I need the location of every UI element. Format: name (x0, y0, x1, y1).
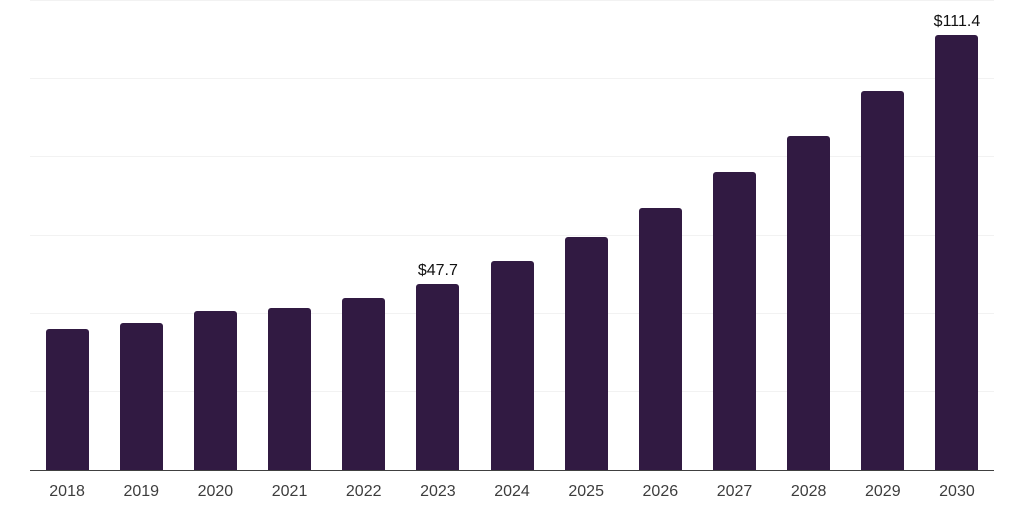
bar-2026[interactable] (638, 208, 682, 470)
bar-2019[interactable] (119, 322, 163, 470)
x-tick-label-2021: 2021 (271, 482, 308, 500)
bar-2023[interactable] (416, 283, 460, 470)
bar-column-2022 (327, 1, 401, 470)
bar-column-2025 (549, 1, 623, 470)
x-tick-label-2028: 2028 (790, 482, 827, 500)
bar-column-2028 (772, 1, 846, 470)
x-tick-label-2024: 2024 (494, 482, 530, 500)
bar-column-2023: $47.7 (401, 1, 475, 470)
x-axis: 2018 2019 2020 2021 2022 2023 2024 2025 2026 2027… (30, 481, 994, 503)
bar-value-label-2023: $47.7 (417, 261, 458, 279)
x-tick-label-2020: 2020 (197, 482, 234, 500)
bar-column-2027 (697, 1, 771, 470)
bar-2030[interactable] (935, 34, 979, 470)
x-tick-label-2023: 2023 (420, 482, 456, 500)
bar-2025[interactable] (564, 236, 608, 470)
gridline-120 (30, 0, 994, 1)
bar-2028[interactable] (787, 136, 831, 470)
x-tick-label-2029: 2029 (865, 482, 901, 500)
bar-column-2020 (178, 1, 252, 470)
x-tick-label-2030: 2030 (939, 482, 975, 500)
plot-area: $47.7 $111.4 (30, 0, 994, 471)
x-tick-label-2027: 2027 (716, 482, 753, 500)
bar-2024[interactable] (490, 260, 534, 470)
bar-2027[interactable] (712, 171, 756, 470)
x-tick-label-2026: 2026 (642, 482, 679, 500)
bar-2022[interactable] (342, 298, 386, 470)
gridline-80 (30, 156, 994, 158)
bar-column-2019 (104, 1, 178, 470)
gridline-60 (30, 234, 994, 236)
bar-column-2024 (475, 1, 549, 470)
x-tick-label-2018: 2018 (49, 482, 85, 500)
bar-column-2029 (846, 1, 920, 470)
bar-series: $47.7 $111.4 (30, 1, 994, 470)
x-tick-label-2022: 2022 (345, 482, 382, 500)
gridline-100 (30, 78, 994, 80)
bar-column-2030: $111.4 (920, 1, 994, 470)
bar-value-label-2030: $111.4 (933, 12, 981, 30)
x-tick-label-2025: 2025 (568, 482, 604, 500)
x-tick-label-2019: 2019 (123, 482, 160, 500)
bar-column-2021 (252, 1, 326, 470)
bar-2020[interactable] (193, 311, 237, 470)
bar-2021[interactable] (268, 308, 312, 470)
bar-column-2026 (623, 1, 697, 470)
bar-2029[interactable] (861, 91, 905, 470)
bar-column-2018 (30, 1, 104, 470)
bar-2018[interactable] (45, 329, 89, 470)
